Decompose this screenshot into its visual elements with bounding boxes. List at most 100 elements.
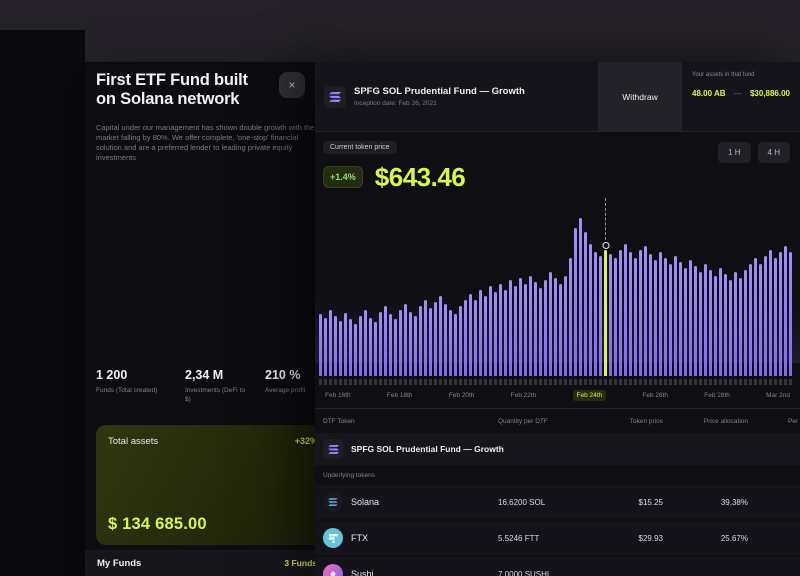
total-assets-change: +32% (294, 436, 318, 446)
chart-tick (559, 379, 562, 385)
column-header: Token price (629, 418, 663, 425)
chart-tick (754, 379, 757, 385)
chart-bar (629, 252, 632, 376)
dash-separator: — (733, 89, 742, 98)
close-button[interactable]: × (279, 72, 305, 98)
chart-bar (384, 306, 387, 376)
chart-bar (584, 232, 587, 376)
token-row-ftx[interactable]: FTX 5.5246 FTT $29.93 25.67% (315, 521, 800, 557)
chart-tick (719, 379, 722, 385)
total-assets-card[interactable]: Total assets +32% $ 134 685.00 (96, 425, 318, 545)
price-chart-bars (319, 198, 796, 376)
chart-tick (619, 379, 622, 385)
chart-tick (624, 379, 627, 385)
chart-x-axis: Feb 16th Feb 18th Feb 20th Feb 22th Feb … (319, 390, 796, 401)
promo-title: First ETF Fund built on Solana network (96, 71, 248, 109)
token-table-header: DTF Token Quantity per DTF Token price P… (315, 409, 800, 433)
chart-bar (634, 258, 637, 376)
your-assets-amount: 48.00 AB (692, 89, 726, 98)
token-allocation: 25.67% (720, 533, 748, 543)
fund-table-row[interactable]: SPFG SOL Prudential Fund — Growth (315, 433, 800, 465)
chart-tick (574, 379, 577, 385)
chart-tick (784, 379, 787, 385)
chart-tick (459, 379, 462, 385)
chart-tick (329, 379, 332, 385)
chart-bar (409, 312, 412, 376)
stat-value: 2,34 M (185, 368, 224, 382)
chart-bar (444, 304, 447, 376)
token-price: $15.25 (638, 497, 663, 507)
chart-bar (729, 280, 732, 376)
promo-stats: 1 200 Funds (Total created) 2,34 M Inves… (96, 368, 318, 405)
chart-tick (504, 379, 507, 385)
withdraw-button[interactable]: Withdraw (598, 62, 682, 131)
current-token-price-chip: Current token price (323, 141, 397, 154)
chart-bar (719, 268, 722, 376)
token-row-solana[interactable]: Solana 16.6200 SOL $15.25 39.38% (315, 485, 800, 521)
underlying-tokens-label: Underlying tokens (323, 472, 376, 479)
chart-tick (694, 379, 697, 385)
chart-bar (664, 258, 667, 376)
chart-bar (709, 270, 712, 376)
chart-tick (349, 379, 352, 385)
token-row-sushi[interactable]: Sushi 7.0000 SUSHI (315, 557, 800, 576)
chart-tick (594, 379, 597, 385)
chart-bar (419, 306, 422, 376)
chart-tick (529, 379, 532, 385)
fund-name: SPFG SOL Prudential Fund — Growth (354, 86, 525, 97)
chart-bar (684, 268, 687, 376)
token-price-value: $643.46 (374, 161, 466, 192)
chart-bar (694, 266, 697, 376)
your-assets-caption: Your assets in that fund (692, 72, 755, 78)
range-button-1h[interactable]: 1 H (718, 142, 751, 163)
chart-tick (319, 379, 322, 385)
chart-tick (674, 379, 677, 385)
chart-bar (679, 262, 682, 376)
price-change-badge: +1.4% (323, 166, 363, 188)
x-axis-label: Feb 18th (386, 392, 413, 399)
chart-bar (389, 314, 392, 376)
chart-bar (749, 264, 752, 376)
price-chart[interactable]: Feb 16th Feb 18th Feb 20th Feb 22th Feb … (315, 198, 800, 401)
chart-bar (489, 286, 492, 376)
chart-tick (384, 379, 387, 385)
my-funds-count: 3 Funds (284, 558, 317, 568)
chart-tick (699, 379, 702, 385)
chart-bar (504, 290, 507, 376)
chart-tick (744, 379, 747, 385)
range-button-4h[interactable]: 4 H (757, 142, 790, 163)
chart-tick (399, 379, 402, 385)
chart-bar (644, 246, 647, 376)
chart-bar (649, 254, 652, 376)
chart-tick (364, 379, 367, 385)
chart-bar (349, 319, 352, 376)
solana-icon (323, 492, 343, 512)
chart-tick (479, 379, 482, 385)
chart-tick (634, 379, 637, 385)
chart-tick (474, 379, 477, 385)
chart-bar (479, 290, 482, 376)
chart-bar (454, 314, 457, 376)
ftx-icon (323, 528, 343, 548)
my-funds-row[interactable]: My Funds 3 Funds (85, 550, 318, 576)
range-buttons: 1 H 4 H (718, 142, 790, 163)
chart-tick (389, 379, 392, 385)
chart-tick (404, 379, 407, 385)
chart-tick (739, 379, 742, 385)
chart-bar (354, 324, 357, 376)
x-axis-label: Mar 2nd (766, 392, 790, 399)
chart-bar (744, 270, 747, 376)
x-axis-label: Feb 16th (325, 392, 351, 399)
chart-bar (484, 296, 487, 376)
chart-bar (519, 278, 522, 376)
chart-tick (669, 379, 672, 385)
chart-bar (539, 288, 542, 376)
chart-bar (659, 252, 662, 376)
chart-tick (649, 379, 652, 385)
chart-bar (474, 300, 477, 376)
chart-tick (494, 379, 497, 385)
chart-bar (769, 250, 772, 376)
chart-bar (494, 292, 497, 376)
chart-bar (614, 258, 617, 376)
chart-bar (739, 278, 742, 376)
